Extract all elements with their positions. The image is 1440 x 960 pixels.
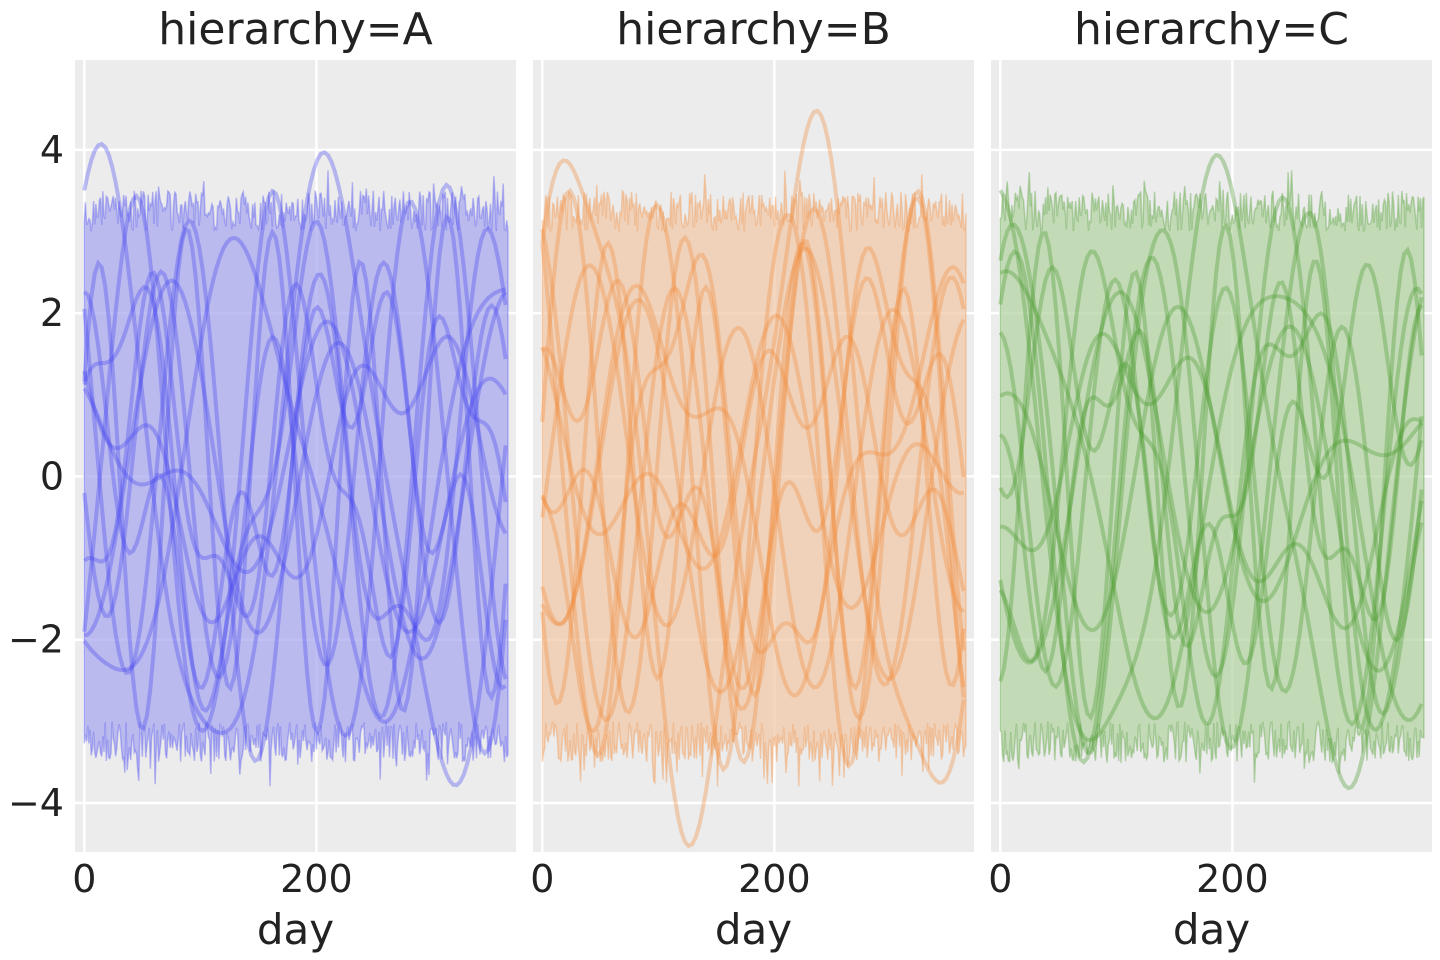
series-line-8 xyxy=(82,319,508,635)
series-line-5 xyxy=(540,187,966,765)
series-line-6 xyxy=(540,334,966,640)
series-line-6 xyxy=(1000,331,1423,631)
panel-title: hierarchy=C xyxy=(1074,4,1349,55)
y-tick-label: −4 xyxy=(8,781,64,825)
series-line-6 xyxy=(82,334,508,625)
series-line-11 xyxy=(83,278,508,662)
x-tick-label: 200 xyxy=(1196,857,1269,901)
x-tick-label: 200 xyxy=(738,857,811,901)
x-axis-label: day xyxy=(1173,905,1250,954)
series-line-12 xyxy=(82,188,508,757)
x-tick-label: 200 xyxy=(280,857,353,901)
series-line-8 xyxy=(540,313,964,611)
series-line-10 xyxy=(83,289,507,691)
x-axis-label: day xyxy=(257,905,334,954)
series-line-11 xyxy=(998,290,1424,673)
y-tick-label: −2 xyxy=(8,618,64,662)
series-line-7 xyxy=(540,246,966,695)
series-line-12 xyxy=(998,210,1424,756)
series-line-1 xyxy=(82,141,508,788)
series-line-5 xyxy=(998,280,1424,675)
x-tick-label: 0 xyxy=(530,857,554,901)
hdi-band xyxy=(83,170,509,787)
series-line-12 xyxy=(540,195,966,773)
y-tick-label: 2 xyxy=(40,291,64,335)
series-line-11 xyxy=(540,263,966,690)
hdi-band xyxy=(999,170,1425,783)
series-line-4 xyxy=(82,235,507,724)
series-line-1 xyxy=(998,152,1424,791)
series-line-3 xyxy=(82,219,508,713)
series-line-4 xyxy=(999,269,1424,723)
series-line-7 xyxy=(82,259,508,680)
x-tick-label: 0 xyxy=(72,857,96,901)
panel-title: hierarchy=B xyxy=(616,4,891,55)
series-line-9 xyxy=(540,238,966,706)
series-line-1 xyxy=(540,108,966,849)
series-line-10 xyxy=(998,262,1424,666)
series-line-5 xyxy=(83,270,508,660)
hdi-band xyxy=(541,170,967,787)
series-line-2 xyxy=(540,206,966,723)
panel-title: hierarchy=A xyxy=(158,4,432,55)
series-line-9 xyxy=(998,222,1424,731)
series-line-3 xyxy=(540,245,966,733)
series-line-2 xyxy=(82,182,508,764)
series-line-2 xyxy=(998,194,1424,765)
series-line-7 xyxy=(998,276,1424,694)
y-tick-label: 4 xyxy=(40,128,64,172)
series-line-8 xyxy=(999,304,1424,633)
series-line-4 xyxy=(540,264,966,698)
series-line-9 xyxy=(82,213,508,737)
series-line-10 xyxy=(541,275,966,691)
x-tick-label: 0 xyxy=(988,857,1012,901)
y-tick-label: 0 xyxy=(40,454,64,498)
x-axis-label: day xyxy=(715,905,792,954)
series-line-3 xyxy=(998,249,1424,727)
